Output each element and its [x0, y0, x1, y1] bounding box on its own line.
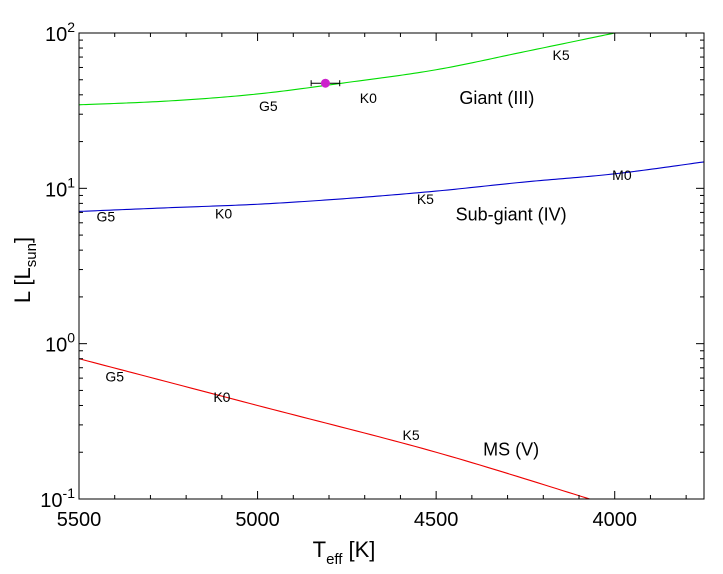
spectral-label-giant-iii-k0: K0 — [360, 90, 377, 106]
spectral-label-ms-v-k0: K0 — [213, 389, 230, 405]
spectral-label-sub-giant-iv-g5: G5 — [96, 209, 115, 225]
spectral-label-ms-v-g5: G5 — [105, 369, 124, 385]
series-line-sub-giant-iv — [79, 161, 704, 212]
spectral-label-sub-giant-iv-k5: K5 — [417, 191, 434, 207]
spectral-label-sub-giant-iv-m0: M0 — [612, 167, 632, 183]
y-axis-title: L [Lsun] — [10, 237, 40, 303]
spectral-label-layer: G5 K0 K5 Giant (III) G5 K0 K5 M0 Sub-giant (IV) G… — [96, 47, 631, 460]
y-tick-label-10e-1: 10-1 — [40, 485, 75, 512]
tick-layer — [78, 32, 704, 500]
y-tick-label-10e0: 100 — [45, 330, 75, 357]
x-tick-label-5000: 5000 — [235, 509, 280, 531]
spectral-label-giant-iii-k5: K5 — [553, 47, 570, 63]
y-tick-label-10e2: 102 — [45, 19, 75, 46]
series-line-ms-v — [79, 358, 590, 499]
series-line-giant-iii — [79, 33, 615, 106]
spectral-label-ms-v-k5: K5 — [403, 427, 420, 443]
x-tick-label-4500: 4500 — [414, 509, 459, 531]
x-axis-title: Teff [K] — [313, 537, 376, 568]
class-label-ms-v: MS (V) — [483, 440, 539, 460]
class-label-giant-iii: Giant (III) — [459, 88, 534, 108]
y-tick-label-10e1: 101 — [45, 174, 75, 201]
series-layer — [79, 33, 704, 499]
x-tick-label-4000: 4000 — [592, 509, 637, 531]
star-data-point — [320, 78, 330, 88]
tick-label-layer: 5500 5000 4500 4000 10-1 100 101 102 — [40, 19, 637, 531]
star-layer — [310, 78, 341, 88]
class-label-sub-giant-iv: Sub-giant (IV) — [456, 205, 567, 225]
plot-frame — [78, 32, 705, 500]
spectral-label-sub-giant-iv-k0: K0 — [215, 205, 232, 221]
spectral-label-giant-iii-g5: G5 — [259, 98, 278, 114]
x-tick-label-5500: 5500 — [57, 509, 102, 531]
